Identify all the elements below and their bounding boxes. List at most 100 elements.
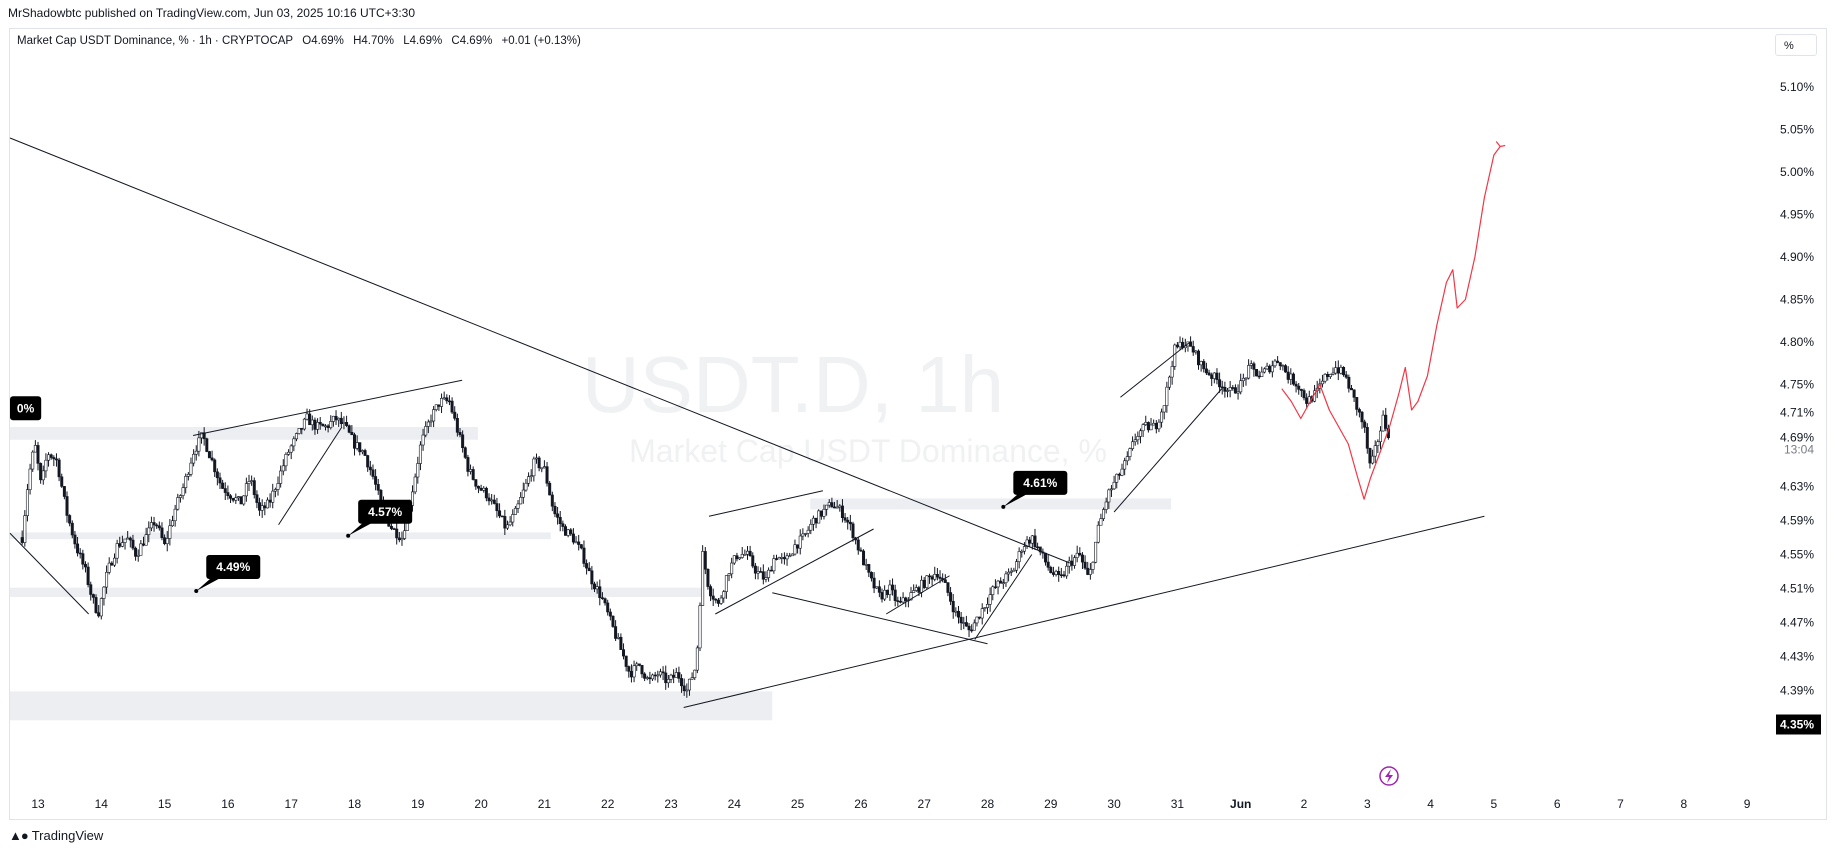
lightning-icon[interactable]: [1379, 766, 1399, 786]
candle: [331, 415, 335, 427]
percent-scale-button[interactable]: %: [1775, 34, 1817, 56]
candle: [194, 445, 198, 461]
price-axis[interactable]: 5.10% 5.05% 5.00% 4.95% 4.90% 4.85% 4.80% 4.75%…: [1776, 80, 1821, 735]
candle-body: [136, 554, 140, 557]
footer-brand[interactable]: TradingView: [31, 828, 104, 843]
candle-body: [756, 571, 760, 574]
candle-body: [437, 404, 441, 407]
candle: [1046, 554, 1050, 571]
candle-body: [534, 457, 538, 460]
candle-body: [374, 476, 378, 485]
candle-body: [1305, 397, 1309, 404]
candle-body: [1226, 390, 1230, 392]
candle-body: [864, 564, 868, 566]
candle-body: [619, 636, 623, 650]
candle: [1041, 548, 1045, 559]
candle: [891, 578, 895, 596]
candle: [1220, 380, 1224, 395]
candle-body: [767, 569, 771, 578]
time-tick-label: 22: [601, 797, 615, 811]
candle: [972, 619, 976, 631]
candle-body: [1015, 561, 1019, 571]
candle: [804, 532, 808, 537]
candle-body: [160, 527, 164, 538]
candle-body: [556, 513, 560, 518]
candle-body: [1286, 371, 1290, 380]
candle-body: [1062, 574, 1066, 577]
candle-body: [980, 608, 984, 619]
candle-body: [1091, 561, 1095, 570]
candle: [619, 633, 623, 650]
candle-body: [532, 458, 536, 477]
time-tick-label: 13: [31, 797, 45, 811]
projection-layer: [1281, 141, 1506, 500]
candle-body: [25, 489, 29, 516]
candle-body: [1051, 572, 1055, 575]
candle-body: [648, 677, 652, 680]
candle: [455, 413, 459, 437]
candle: [123, 538, 127, 550]
candle: [479, 484, 483, 492]
candle-body: [519, 496, 523, 505]
candle-body: [453, 411, 457, 419]
candle: [685, 683, 689, 698]
candle-body: [1352, 389, 1356, 398]
candle: [1109, 485, 1113, 497]
candle: [260, 499, 264, 518]
candle-body: [814, 517, 818, 524]
candle: [658, 668, 662, 678]
candle-body: [192, 453, 196, 464]
candle-body: [838, 505, 842, 508]
candle-body: [898, 600, 902, 603]
candle: [817, 509, 821, 524]
candle-body: [1102, 509, 1106, 519]
candle-body: [1284, 365, 1288, 373]
candle-body: [120, 542, 124, 547]
candle: [1297, 382, 1301, 395]
candle: [358, 442, 362, 456]
candle: [651, 673, 655, 681]
candle-body: [62, 486, 66, 497]
candle-body: [748, 550, 752, 556]
time-axis[interactable]: 13 14 15 16 17 18 19 20 21 22 23 24 25 26 27 28 29 30 31 Ju…: [31, 797, 1750, 811]
candle: [896, 596, 900, 607]
candle: [474, 479, 478, 490]
candle-body: [521, 489, 525, 498]
candle: [566, 528, 570, 538]
candle-body: [859, 549, 863, 552]
candle: [888, 579, 892, 601]
candle-body: [355, 442, 359, 449]
candle: [521, 482, 525, 504]
time-tick-label: Jun: [1230, 797, 1251, 811]
candle: [590, 566, 594, 590]
candle: [740, 546, 744, 559]
candle-body: [313, 419, 317, 430]
candle-body: [875, 586, 879, 589]
candle: [774, 554, 778, 561]
candle-body: [513, 508, 517, 515]
candle-body: [432, 409, 436, 422]
candle: [250, 475, 254, 486]
candle: [1144, 415, 1148, 427]
candle: [1204, 362, 1208, 375]
candle-body: [316, 422, 320, 430]
candle: [880, 588, 884, 603]
tradingview-logo-icon[interactable]: ▲●: [9, 828, 29, 843]
candle-body: [73, 534, 77, 545]
candle-body: [1297, 385, 1301, 390]
candle: [898, 596, 902, 604]
candle: [975, 616, 979, 627]
candle: [893, 584, 897, 607]
candle: [73, 530, 77, 549]
legend-symbol[interactable]: Market Cap USDT Dominance, % · 1h · CRYP…: [17, 35, 294, 47]
candle: [769, 565, 773, 572]
candle: [798, 529, 802, 555]
candle-body: [999, 580, 1003, 584]
candle: [23, 510, 27, 547]
candle: [872, 572, 876, 594]
candle-body: [258, 502, 262, 511]
candle: [236, 495, 240, 501]
candle: [413, 473, 417, 495]
candle: [790, 553, 794, 557]
